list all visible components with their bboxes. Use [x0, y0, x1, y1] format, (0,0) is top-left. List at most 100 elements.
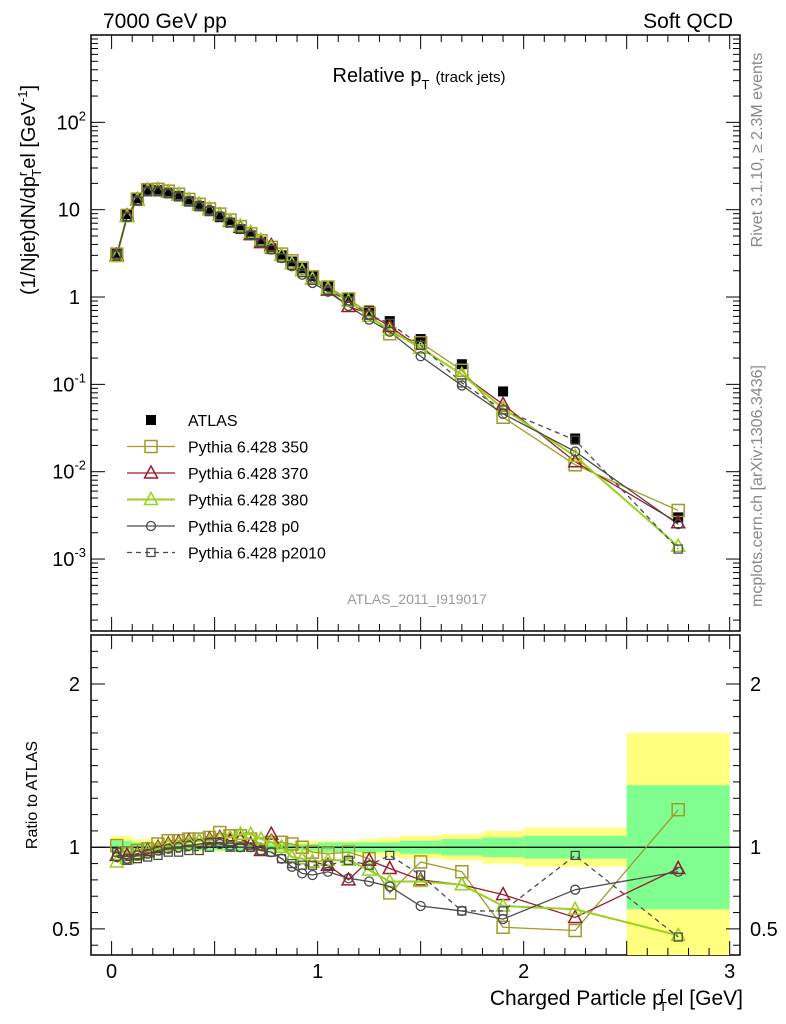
- point-p2010: [266, 244, 276, 255]
- legend-marker-p2010: [146, 547, 156, 558]
- point-ATLAS: [183, 196, 194, 207]
- ratio-point-p370: [320, 856, 336, 871]
- ratio-y-tick-label: 1: [69, 837, 80, 859]
- x-tick-label: 0: [106, 961, 117, 983]
- ratio-point-p380: [412, 872, 429, 888]
- point-p2010: [570, 435, 580, 445]
- ratio-point-p380: [242, 825, 259, 840]
- point-p2010: [204, 206, 215, 216]
- ratio-frame: [90, 634, 741, 956]
- ratio-point-p380: [294, 850, 310, 865]
- legend-marker-p0: [145, 520, 157, 532]
- legend-marker-ATLAS: [146, 415, 156, 425]
- main-frame: [90, 34, 741, 632]
- ratio-point-p380: [170, 835, 187, 850]
- ratio-point-p2010: [385, 850, 395, 861]
- point-p350: [496, 410, 510, 425]
- point-p0: [415, 351, 426, 362]
- x-tick-label: 2: [518, 961, 529, 983]
- ratio-point-p2010: [132, 854, 143, 864]
- ratio-y-tick-label: 0.5: [52, 919, 80, 941]
- point-p2010: [307, 275, 318, 286]
- ratio-point-p0: [204, 837, 215, 848]
- y-tick-label: 10-1: [52, 370, 86, 396]
- point-ATLAS: [255, 236, 266, 247]
- y-tick-label: 102: [57, 108, 86, 134]
- point-p380: [361, 307, 377, 323]
- ratio-point-p2010: [235, 842, 246, 852]
- main-ylabel: (1/Njet)dN/dprTel [GeV-1]: [15, 85, 44, 295]
- ratio-point-p380: [160, 837, 177, 852]
- point-p2010: [457, 378, 467, 388]
- y-tick-label: 10-3: [52, 545, 86, 571]
- point-p2010: [153, 187, 163, 197]
- point-p0: [570, 446, 581, 457]
- point-p350: [455, 363, 469, 378]
- point-p2010: [246, 230, 256, 240]
- ratio-point-p380: [320, 851, 336, 867]
- ratio-y-tick-label: 2: [750, 674, 761, 696]
- point-ATLAS: [111, 247, 122, 258]
- point-ATLAS: [235, 224, 246, 235]
- y-tick-label: 10-2: [52, 458, 86, 484]
- ratio-point-p370: [150, 838, 166, 853]
- ratio-point-p350: [496, 920, 510, 934]
- ratio-point-p0: [343, 873, 354, 884]
- ratio-point-p0: [322, 866, 334, 877]
- legend-label-p2010: Pythia 6.428 p2010: [188, 546, 326, 563]
- ratio-point-p350: [413, 855, 428, 869]
- point-ATLAS: [204, 206, 215, 217]
- point-p2010: [276, 253, 287, 263]
- point-ATLAS: [276, 250, 287, 261]
- point-ATLAS: [570, 433, 581, 444]
- analysis-watermark: ATLAS_2011_I919017: [347, 591, 487, 607]
- ratio-point-p350: [568, 923, 582, 938]
- point-p2010: [132, 196, 143, 206]
- ratio-line-p2010: [116, 841, 679, 938]
- ratio-point-p2010: [215, 837, 225, 847]
- ratio-point-p2010: [297, 860, 307, 870]
- point-p380: [108, 248, 125, 263]
- ratio-point-p2010: [323, 860, 333, 870]
- ratio-point-p2010: [153, 850, 163, 861]
- ratio-point-p2010: [364, 860, 374, 870]
- ratio-point-p380: [567, 900, 583, 916]
- ratio-point-p350: [161, 833, 176, 848]
- ratio-point-p370: [201, 830, 218, 845]
- point-ATLAS: [214, 212, 225, 223]
- ratio-point-p370: [139, 841, 156, 857]
- rivet-label: Rivet 3.1.10, ≥ 2.3M events: [749, 53, 766, 248]
- point-p0: [343, 300, 354, 312]
- series-line-p350: [116, 188, 679, 512]
- point-ATLAS: [142, 184, 153, 195]
- ratio-point-p380: [253, 830, 269, 845]
- ratio-point-p0: [570, 884, 581, 895]
- y-tick-label: 1: [69, 287, 80, 309]
- ratio-point-p380: [191, 832, 207, 847]
- ratio-point-p2010: [225, 842, 235, 852]
- legend-label-p380: Pythia 6.428 380: [188, 493, 308, 510]
- point-p2010: [173, 192, 184, 202]
- header-left: 7000 GeV pp: [103, 10, 227, 33]
- x-tick-label: 3: [724, 961, 735, 983]
- point-p2010: [673, 544, 683, 554]
- point-p2010: [416, 340, 426, 350]
- ratio-point-p370: [232, 830, 249, 845]
- series-line-p2010: [116, 191, 679, 550]
- ratio-y-tick-label: 2: [69, 674, 80, 696]
- ratio-point-p0: [415, 900, 426, 912]
- header-right: Soft QCD: [643, 10, 733, 33]
- point-p2010: [163, 189, 173, 199]
- point-p370: [381, 317, 398, 333]
- ratio-y-tick-label: 1: [750, 837, 761, 859]
- ratio-point-p350: [341, 845, 356, 859]
- ratio-point-p2010: [173, 847, 184, 857]
- ratio-point-p370: [567, 908, 583, 924]
- point-p380: [294, 262, 310, 277]
- point-p2010: [194, 202, 204, 212]
- ratio-point-p2010: [457, 906, 467, 916]
- point-ATLAS: [122, 209, 133, 220]
- ratio-point-p380: [222, 828, 238, 844]
- legend-marker-p370: [143, 464, 159, 479]
- ratio-point-p0: [384, 881, 395, 892]
